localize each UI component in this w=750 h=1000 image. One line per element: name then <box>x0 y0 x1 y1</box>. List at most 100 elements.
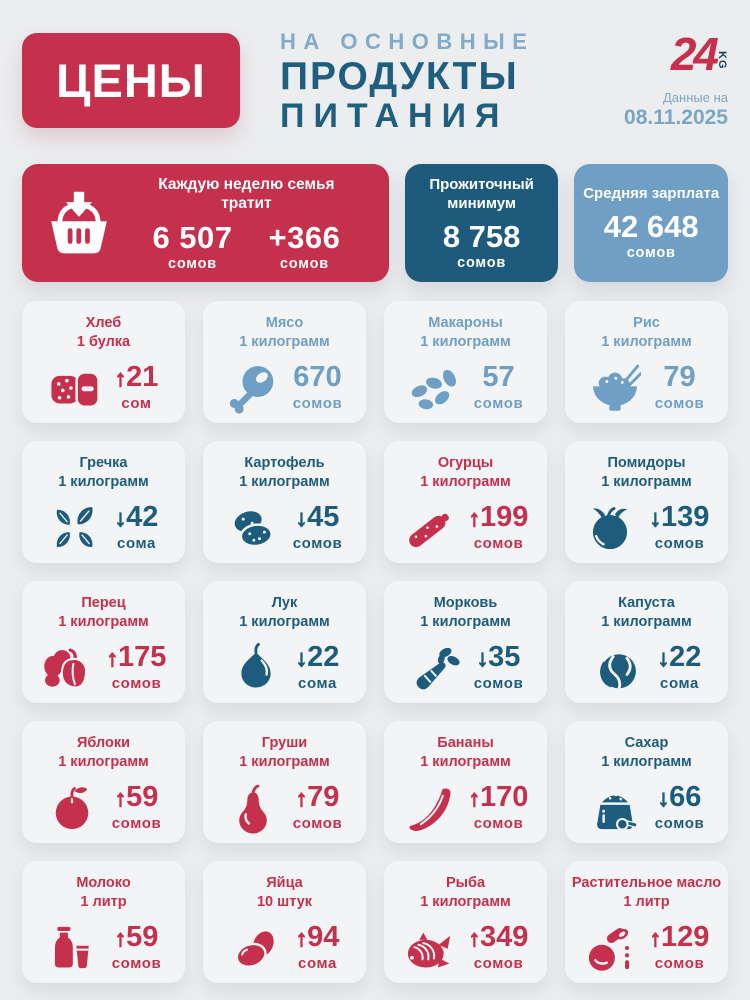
date-label: Данные на <box>663 90 728 106</box>
product-card: Рыба 1 килограмм ↑349 сомов <box>384 861 547 984</box>
price-unit: сомов <box>473 955 524 973</box>
product-qty: 1 булка <box>76 334 131 351</box>
product-name: Бананы <box>437 735 494 752</box>
subsistence-minimum-card: Прожиточный минимум 8 758 сомов <box>404 164 559 283</box>
product-price: 21 <box>126 361 159 394</box>
trend-arrow: ↑ <box>649 925 662 952</box>
product-name: Лук <box>271 595 298 612</box>
product-qty: 1 килограмм <box>601 614 692 631</box>
product-qty: 1 килограмм <box>239 474 330 491</box>
average-salary-card: Средняя зарплата 42 648 сомов <box>574 164 729 283</box>
price-unit: сомов <box>654 955 705 973</box>
trend-arrow: ↓ <box>295 505 308 532</box>
potato-icon <box>227 502 279 554</box>
trend-arrow: ↑ <box>114 365 127 392</box>
trend-arrow: ↑ <box>468 505 481 532</box>
product-name: Капуста <box>618 595 675 612</box>
price-unit: сома <box>117 535 156 553</box>
product-price: 175 <box>118 641 167 674</box>
product-price: 59 <box>126 781 159 814</box>
title-badge: ЦЕНЫ <box>22 33 240 128</box>
product-price: 35 <box>488 641 521 674</box>
product-qty: 1 килограмм <box>601 754 692 771</box>
product-qty: 1 килограмм <box>239 334 330 351</box>
title-line-2: ПИТАНИЯ <box>280 96 509 135</box>
product-price: 22 <box>307 641 340 674</box>
product-card: Гречка 1 килограмм ↓42 сома <box>22 441 185 564</box>
trend-arrow: ↓ <box>649 505 662 532</box>
trend-arrow: ↓ <box>657 785 670 812</box>
price-unit: сомов <box>111 675 162 693</box>
product-card: Морковь 1 килограмм ↓35 сомов <box>384 581 547 704</box>
product-card: Капуста 1 килограмм ↓22 сома <box>565 581 728 704</box>
buckwheat-icon <box>49 502 101 554</box>
weekly-spend-card: Каждую неделю семья тратит 6 507 сомов +… <box>22 164 389 283</box>
product-price: 170 <box>480 781 529 814</box>
product-name: Макароны <box>428 315 503 332</box>
onion-icon <box>230 642 282 694</box>
banana-icon <box>403 782 455 834</box>
price-unit: сомов <box>654 815 705 833</box>
product-grid: Хлеб 1 булка ↑21 сом Мясо 1 килограмм 67… <box>22 301 728 984</box>
bread-icon <box>49 362 101 414</box>
product-card: Огурцы 1 килограмм ↑199 сомов <box>384 441 547 564</box>
product-card: Картофель 1 килограмм ↓45 сомов <box>203 441 366 564</box>
date-value: 08.11.2025 <box>624 106 728 130</box>
product-name: Яблоки <box>76 735 131 752</box>
title-block: НА ОСНОВНЫЕ ПРОДУКТЫ ПИТАНИЯ <box>280 31 534 134</box>
weekly-spend-change: +366 <box>268 219 341 255</box>
trend-arrow: ↓ <box>295 645 308 672</box>
trend-arrow: ↑ <box>114 925 127 952</box>
price-unit: сомов <box>111 815 162 833</box>
product-name: Гречка <box>79 455 128 472</box>
average-salary-label: Средняя зарплата <box>583 185 720 203</box>
price-unit: сомов <box>473 535 524 553</box>
basket-icon <box>42 190 116 256</box>
product-name: Морковь <box>433 595 498 612</box>
fish-icon <box>403 922 455 974</box>
product-price: 59 <box>126 921 159 954</box>
product-qty: 1 килограмм <box>58 614 149 631</box>
product-price: 79 <box>663 361 696 394</box>
price-unit: сома <box>298 955 337 973</box>
carrot-icon <box>408 642 460 694</box>
product-price: 199 <box>480 501 529 534</box>
product-name: Молоко <box>76 875 131 892</box>
product-price: 79 <box>307 781 340 814</box>
pasta-icon <box>408 362 460 414</box>
product-card: Мясо 1 килограмм 670 сомов <box>203 301 366 424</box>
product-name: Мясо <box>265 315 304 332</box>
trend-arrow: ↑ <box>114 785 127 812</box>
product-qty: 1 килограмм <box>601 334 692 351</box>
average-salary-amount: 42 648 <box>603 209 699 245</box>
product-name: Растительное масло <box>571 875 722 892</box>
subsistence-minimum-label: Прожиточный минимум <box>429 176 534 212</box>
weekly-spend-amount: 6 507 <box>152 219 233 255</box>
logo-24kg-icon: 24 KG <box>624 31 728 77</box>
product-qty: 1 килограмм <box>420 474 511 491</box>
product-qty: 1 килограмм <box>239 754 330 771</box>
product-card: Сахар 1 килограмм ↓66 сомов <box>565 721 728 844</box>
rice-icon <box>589 362 641 414</box>
kicker-text: НА ОСНОВНЫЕ <box>280 29 535 54</box>
price-unit: сомов <box>654 535 705 553</box>
product-card: Макароны 1 килограмм 57 сомов <box>384 301 547 424</box>
product-card: Перец 1 килограмм ↑175 сомов <box>22 581 185 704</box>
price-unit: сомов <box>473 815 524 833</box>
product-card: Молоко 1 литр ↑59 сомов <box>22 861 185 984</box>
pear-icon <box>227 782 279 834</box>
product-card: Бананы 1 килограмм ↑170 сомов <box>384 721 547 844</box>
trend-arrow: ↑ <box>468 925 481 952</box>
product-qty: 1 килограмм <box>239 614 330 631</box>
trend-arrow: ↑ <box>295 925 308 952</box>
price-unit: сомов <box>292 395 343 413</box>
product-name: Огурцы <box>437 455 494 472</box>
apple-icon <box>46 782 98 834</box>
product-name: Груши <box>261 735 308 752</box>
pepper-icon <box>41 642 93 694</box>
trend-arrow: ↓ <box>476 645 489 672</box>
trend-arrow: ↑ <box>468 785 481 812</box>
product-name: Хлеб <box>85 315 122 332</box>
title-line-1: ПРОДУКТЫ <box>280 55 519 98</box>
